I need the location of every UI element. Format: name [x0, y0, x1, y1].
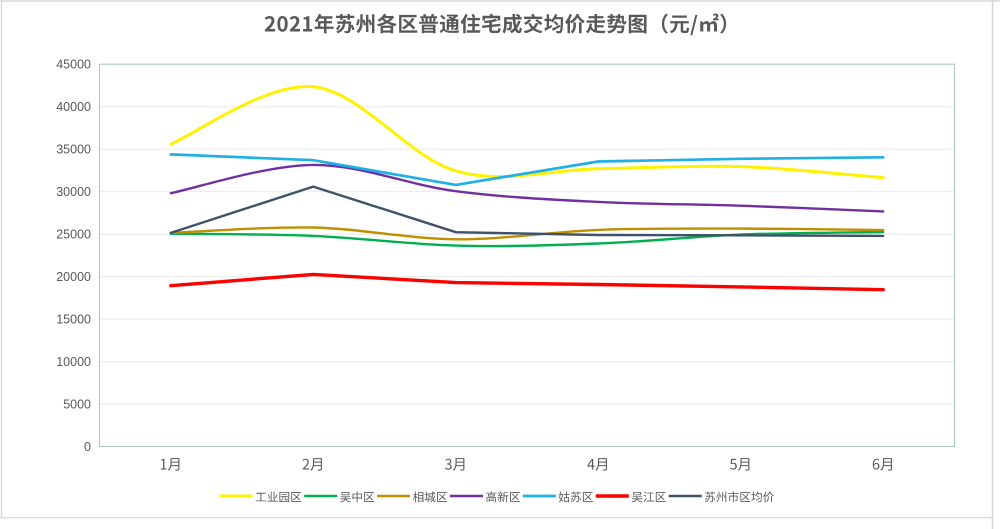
svg-text:25000: 25000: [56, 228, 91, 242]
svg-text:40000: 40000: [56, 100, 91, 114]
svg-text:20000: 20000: [56, 270, 91, 284]
svg-text:15000: 15000: [56, 312, 91, 326]
svg-text:0: 0: [84, 440, 91, 454]
svg-text:10000: 10000: [56, 355, 91, 369]
svg-text:30000: 30000: [56, 185, 91, 199]
svg-text:35000: 35000: [56, 143, 91, 157]
svg-text:5000: 5000: [63, 397, 91, 411]
svg-text:45000: 45000: [56, 58, 91, 72]
